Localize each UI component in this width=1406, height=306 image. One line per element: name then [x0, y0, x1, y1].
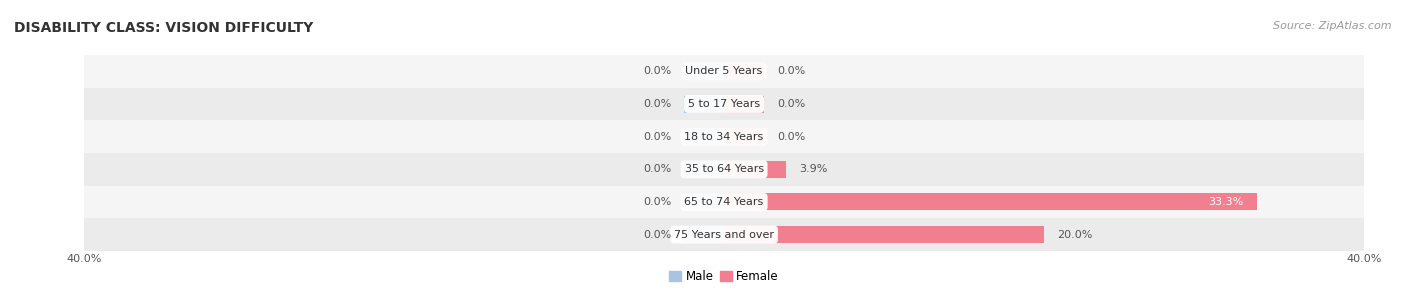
Text: DISABILITY CLASS: VISION DIFFICULTY: DISABILITY CLASS: VISION DIFFICULTY	[14, 21, 314, 35]
Text: 18 to 34 Years: 18 to 34 Years	[685, 132, 763, 142]
Text: 5 to 17 Years: 5 to 17 Years	[688, 99, 761, 109]
Text: 3.9%: 3.9%	[799, 164, 828, 174]
Text: 20.0%: 20.0%	[1057, 230, 1092, 240]
Bar	[84, 88, 1364, 120]
Bar	[84, 153, 1364, 186]
Bar	[685, 128, 724, 145]
Bar	[84, 218, 1364, 251]
Text: Under 5 Years: Under 5 Years	[686, 66, 762, 76]
Bar	[685, 226, 724, 243]
Text: 0.0%: 0.0%	[643, 230, 671, 240]
Bar	[685, 63, 724, 80]
Bar	[685, 193, 724, 211]
Bar	[724, 161, 786, 178]
Bar	[685, 161, 724, 178]
Text: Source: ZipAtlas.com: Source: ZipAtlas.com	[1274, 21, 1392, 32]
Text: 0.0%: 0.0%	[643, 99, 671, 109]
Text: 0.0%: 0.0%	[778, 99, 806, 109]
Text: 75 Years and over: 75 Years and over	[673, 230, 775, 240]
Bar	[724, 63, 763, 80]
Bar	[724, 226, 1043, 243]
Legend: Male, Female: Male, Female	[665, 266, 783, 288]
Bar	[724, 193, 1257, 211]
Text: 0.0%: 0.0%	[778, 132, 806, 142]
Bar	[724, 95, 763, 113]
Bar	[84, 120, 1364, 153]
Text: 0.0%: 0.0%	[643, 164, 671, 174]
Text: 0.0%: 0.0%	[643, 66, 671, 76]
Text: 33.3%: 33.3%	[1209, 197, 1244, 207]
Text: 65 to 74 Years: 65 to 74 Years	[685, 197, 763, 207]
Bar	[724, 128, 763, 145]
Bar	[84, 55, 1364, 88]
Text: 35 to 64 Years: 35 to 64 Years	[685, 164, 763, 174]
Text: 0.0%: 0.0%	[643, 197, 671, 207]
Text: 0.0%: 0.0%	[643, 132, 671, 142]
Bar	[685, 95, 724, 113]
Bar	[84, 186, 1364, 218]
Text: 0.0%: 0.0%	[778, 66, 806, 76]
